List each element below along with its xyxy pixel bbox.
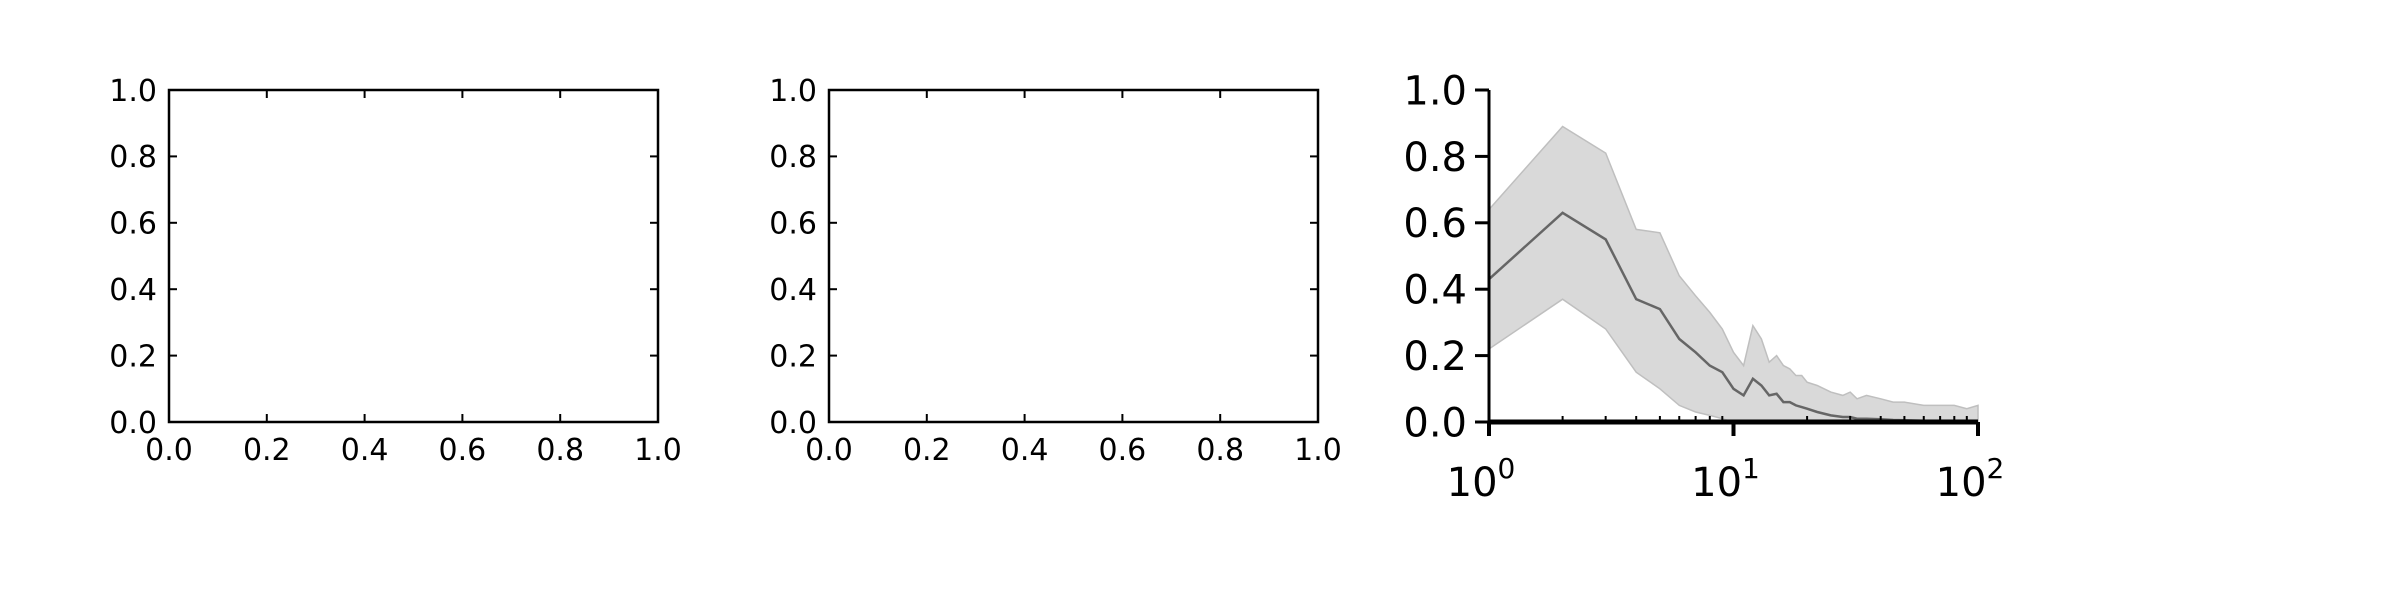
y-tick-label: 0.2 xyxy=(769,339,817,374)
y-tick-label: 0.4 xyxy=(109,273,157,308)
y-tick-label: 0.0 xyxy=(1403,400,1467,446)
y-tick-label: 0.6 xyxy=(109,207,157,242)
x-tick-label: 0.8 xyxy=(536,433,584,468)
x-tick-label: 0.0 xyxy=(805,433,853,468)
y-tick-label: 0.8 xyxy=(1403,135,1467,181)
x-tick-label: 1.0 xyxy=(1294,433,1342,468)
y-tick-label: 0.8 xyxy=(109,140,157,175)
y-tick-label: 1.0 xyxy=(1403,68,1467,114)
chart-2: 0.0 0.2 0.4 0.6 0.8 1.0 0.0 0.2 0.4 0.6 0.8 1.0 xyxy=(769,74,1342,468)
y-tick-label: 0.2 xyxy=(109,339,157,374)
y-tick-label: 0.4 xyxy=(769,273,817,308)
x-tick-label: 0.6 xyxy=(439,433,487,468)
y-tick-label: 0.0 xyxy=(769,406,817,441)
confidence-band xyxy=(1488,125,1979,423)
x-tick-label: 0.8 xyxy=(1196,433,1244,468)
x-tick-label: 101 xyxy=(1691,452,1760,506)
x-tick-label: 0.6 xyxy=(1099,433,1147,468)
axes-frame xyxy=(827,88,1320,424)
x-tick-label: 0.4 xyxy=(341,433,389,468)
chart-3: 0.0 0.2 0.4 0.6 0.8 1.0 100 101 102 xyxy=(1403,68,2004,506)
y-tick-label: 1.0 xyxy=(769,74,817,109)
y-tick-label: 0.6 xyxy=(1403,201,1467,247)
y-tick-label: 0.2 xyxy=(1403,334,1467,380)
y-tick-label: 1.0 xyxy=(109,74,157,109)
x-tick-label: 100 xyxy=(1447,452,1516,506)
x-tick-label: 102 xyxy=(1936,452,2005,506)
y-tick-label: 0.0 xyxy=(109,406,157,441)
y-tick-label: 0.8 xyxy=(769,140,817,175)
x-tick-label: 0.2 xyxy=(243,433,291,468)
chart-1: 0.0 0.2 0.4 0.6 0.8 1.0 0.0 0.2 0.4 0.6 0.8 1.0 xyxy=(109,74,682,468)
x-tick-label: 0.2 xyxy=(903,433,951,468)
x-tick-label: 0.4 xyxy=(1001,433,1049,468)
y-tick-label: 0.4 xyxy=(1403,268,1467,314)
axes-frame xyxy=(167,88,660,424)
y-tick-label: 0.6 xyxy=(769,207,817,242)
x-tick-label: 1.0 xyxy=(634,433,682,468)
x-tick-label: 0.0 xyxy=(145,433,193,468)
